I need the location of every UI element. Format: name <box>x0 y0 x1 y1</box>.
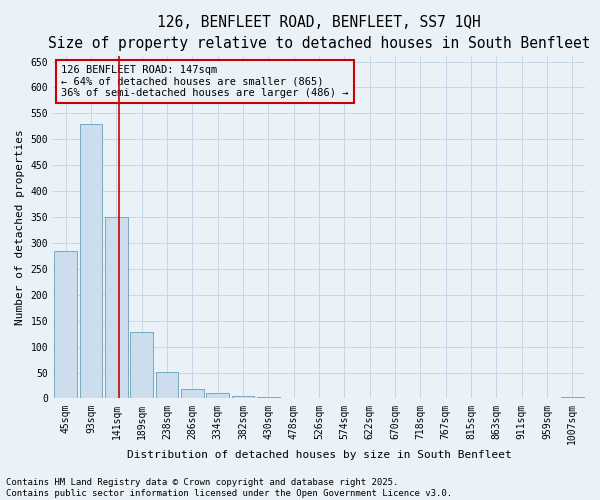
Bar <box>232 396 254 398</box>
Bar <box>181 388 204 398</box>
Text: Contains HM Land Registry data © Crown copyright and database right 2025.
Contai: Contains HM Land Registry data © Crown c… <box>6 478 452 498</box>
Bar <box>206 394 229 398</box>
Text: 126 BENFLEET ROAD: 147sqm
← 64% of detached houses are smaller (865)
36% of semi: 126 BENFLEET ROAD: 147sqm ← 64% of detac… <box>61 65 349 98</box>
Bar <box>80 124 103 398</box>
Y-axis label: Number of detached properties: Number of detached properties <box>15 130 25 326</box>
Bar <box>105 217 128 398</box>
Bar <box>130 332 153 398</box>
Bar <box>55 250 77 398</box>
X-axis label: Distribution of detached houses by size in South Benfleet: Distribution of detached houses by size … <box>127 450 511 460</box>
Title: 126, BENFLEET ROAD, BENFLEET, SS7 1QH
Size of property relative to detached hous: 126, BENFLEET ROAD, BENFLEET, SS7 1QH Si… <box>48 15 590 51</box>
Bar <box>155 372 178 398</box>
